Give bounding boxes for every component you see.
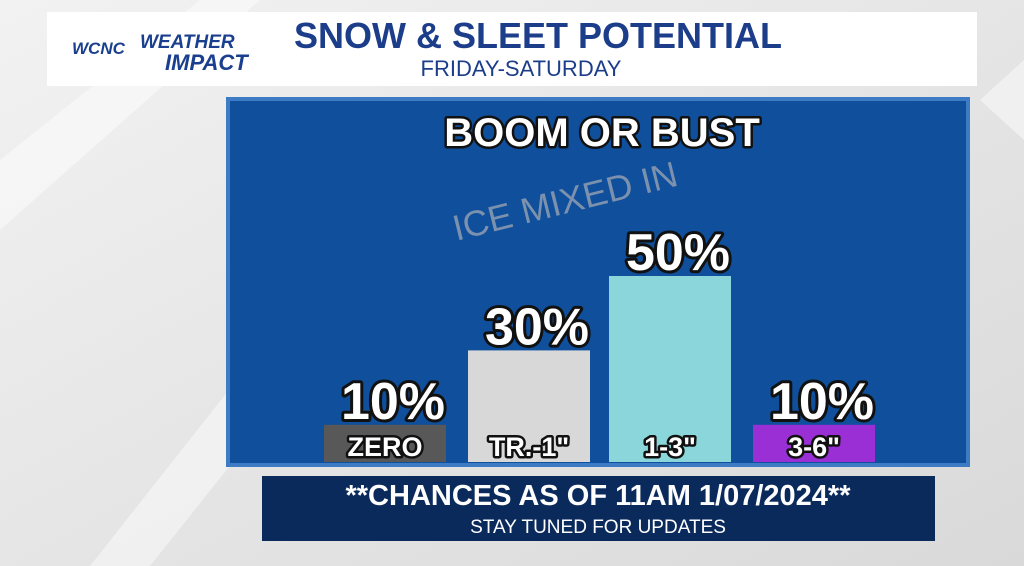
bar [753,424,875,462]
header-subtitle: FRIDAY-SATURDAY [421,56,622,81]
bar [609,276,731,462]
chart-title: BOOM OR BUST [444,111,760,155]
value-label: 30% [485,298,589,356]
footer-box [262,476,935,541]
bar [324,424,446,462]
chart-panel [226,97,970,467]
header-box [47,12,977,86]
brand-logo: WEATHER [140,32,235,53]
footer-note: STAY TUNED FOR UPDATES [470,517,726,538]
value-label: 50% [626,224,730,282]
station-logo: WCNC [72,39,126,58]
category-label: 3-6" [788,432,840,462]
category-label: TR.-1" [489,432,569,462]
value-label: 10% [341,373,445,431]
category-label: 1-3" [644,432,696,462]
brand-logo: IMPACT [165,50,249,75]
header-title: SNOW & SLEET POTENTIAL [294,15,782,56]
category-label: ZERO [347,432,422,462]
value-label: 10% [770,373,874,431]
bar [468,350,590,462]
footer-headline: **CHANCES AS OF 11AM 1/07/2024** [345,480,851,512]
